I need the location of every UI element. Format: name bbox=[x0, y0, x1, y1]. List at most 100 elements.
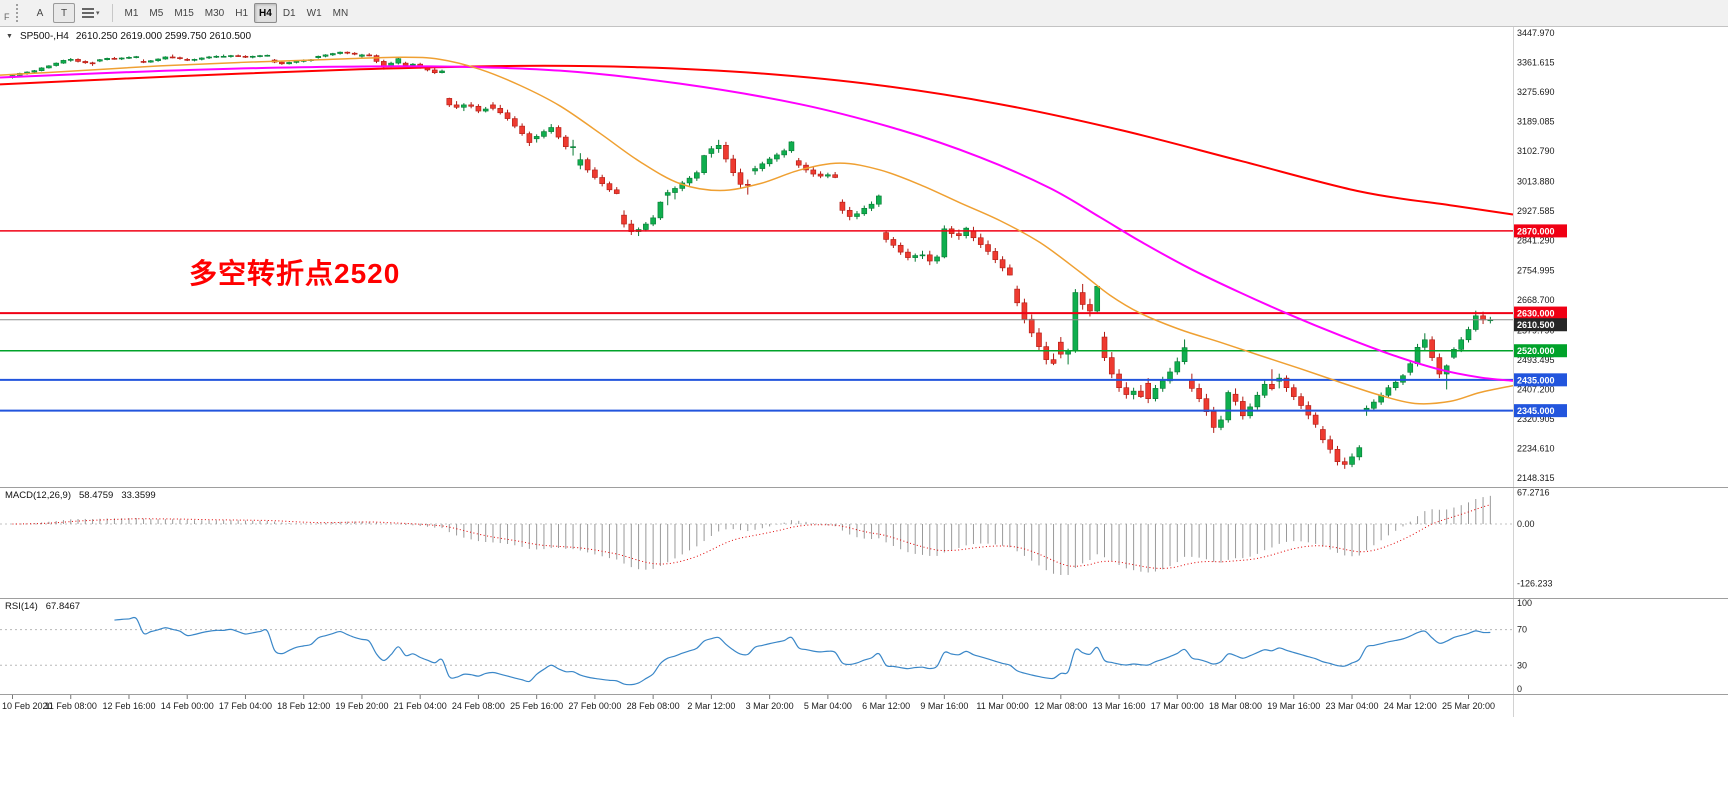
candle-down bbox=[1240, 401, 1246, 417]
time-axis-label: 18 Mar 08:00 bbox=[1209, 701, 1262, 711]
candle-up bbox=[664, 192, 671, 196]
candle-down bbox=[177, 57, 183, 59]
candle-down bbox=[883, 232, 889, 240]
candle-up bbox=[228, 55, 234, 57]
rsi-axis-label: 0 bbox=[1517, 684, 1522, 694]
candle-up bbox=[1407, 363, 1414, 373]
candle-up bbox=[439, 70, 445, 74]
candle-up bbox=[1072, 292, 1079, 352]
rsi-line bbox=[114, 616, 1491, 686]
line-studies-dropdown-button[interactable]: ▾ bbox=[77, 3, 105, 23]
candle-up bbox=[715, 144, 722, 150]
candle-down bbox=[1312, 414, 1319, 425]
candle-up bbox=[60, 60, 67, 64]
timeframe-button-m1[interactable]: M1 bbox=[120, 3, 144, 23]
candle-down bbox=[1087, 304, 1093, 312]
candle-up bbox=[148, 60, 154, 63]
rsi-axis-label: 100 bbox=[1517, 599, 1532, 608]
candle-down bbox=[242, 55, 249, 58]
price-chart[interactable]: 3447.970 3361.615 3275.690 3189.085 3102.790… bbox=[0, 27, 1728, 487]
rsi-axis-label: 70 bbox=[1517, 625, 1527, 635]
candle-down bbox=[468, 104, 474, 107]
candle-down bbox=[1036, 332, 1042, 347]
ma-medium-magenta bbox=[0, 65, 1514, 382]
candle-down bbox=[1232, 393, 1239, 402]
price-badge-label: 2630.000 bbox=[1517, 309, 1555, 319]
candle-down bbox=[1334, 449, 1341, 462]
timeframe-button-w1[interactable]: W1 bbox=[302, 3, 327, 23]
timeframe-button-d1[interactable]: D1 bbox=[278, 3, 301, 23]
candle-down bbox=[1108, 357, 1115, 375]
price-axis-label: 3275.690 bbox=[1517, 87, 1555, 97]
time-axis-label: 25 Feb 16:00 bbox=[510, 701, 563, 711]
timeframe-button-h4[interactable]: H4 bbox=[254, 3, 277, 23]
price-badge bbox=[1514, 318, 1567, 332]
candle-up bbox=[1349, 456, 1355, 465]
panel-separator[interactable] bbox=[0, 598, 1728, 599]
candle-up bbox=[1472, 315, 1479, 330]
candle-up bbox=[359, 54, 365, 57]
arrow-tool-button[interactable]: A bbox=[29, 3, 51, 23]
candle-up bbox=[701, 155, 707, 173]
candle-up bbox=[206, 56, 212, 59]
time-axis-label: 19 Mar 16:00 bbox=[1267, 701, 1320, 711]
candle-down bbox=[402, 62, 409, 66]
price-badge bbox=[1514, 373, 1567, 387]
rsi-label: RSI(14) bbox=[5, 601, 38, 612]
candle-down bbox=[344, 51, 351, 54]
candle-up bbox=[67, 59, 74, 61]
macd-axis-label: 67.2716 bbox=[1517, 488, 1550, 497]
macd-main-value: 58.4759 bbox=[79, 490, 114, 501]
candle-up bbox=[1152, 388, 1159, 399]
candle-down bbox=[169, 56, 176, 59]
chart-annotation-text[interactable]: 多空转折点2520 bbox=[189, 258, 401, 289]
candle-down bbox=[832, 174, 838, 178]
candle-down bbox=[839, 201, 846, 211]
time-axis-label: 11 Mar 00:00 bbox=[976, 701, 1028, 711]
candle-down bbox=[366, 54, 373, 57]
candle-up bbox=[752, 168, 758, 172]
price-badge-label: 2610.500 bbox=[1517, 320, 1555, 330]
timeframe-button-mn[interactable]: MN bbox=[328, 3, 354, 23]
macd-label: MACD(12,26,9) bbox=[5, 490, 71, 501]
ma-fast-orange bbox=[0, 56, 1514, 405]
timeframe-button-m5[interactable]: M5 bbox=[144, 3, 168, 23]
candle-down bbox=[890, 239, 897, 246]
time-axis-label: 6 Mar 12:00 bbox=[862, 701, 910, 711]
candle-down bbox=[504, 112, 511, 119]
price-scale-separator bbox=[1513, 27, 1514, 717]
candle-down bbox=[140, 61, 147, 63]
timeframe-button-m30[interactable]: M30 bbox=[200, 3, 229, 23]
candle-up bbox=[934, 256, 940, 262]
candle-up bbox=[1225, 392, 1232, 421]
timeframe-button-m15[interactable]: M15 bbox=[169, 3, 198, 23]
symbol-collapse-icon[interactable]: ▼ bbox=[6, 33, 13, 40]
rsi-header: RSI(14) 67.8467 bbox=[5, 601, 80, 612]
candle-down bbox=[1123, 387, 1130, 395]
candle-down bbox=[599, 177, 605, 184]
candle-up bbox=[657, 201, 664, 219]
candle-up bbox=[781, 150, 787, 156]
price-axis-label: 2841.290 bbox=[1517, 236, 1555, 246]
candle-down bbox=[82, 61, 89, 64]
time-axis-label: 12 Feb 16:00 bbox=[102, 701, 155, 711]
candle-up bbox=[1422, 339, 1428, 348]
panel-separator[interactable] bbox=[0, 487, 1728, 488]
text-tool-button[interactable]: T bbox=[53, 3, 75, 23]
timeframe-button-h1[interactable]: H1 bbox=[230, 3, 253, 23]
candle-down bbox=[1320, 429, 1326, 441]
candle-up bbox=[1181, 347, 1188, 362]
time-axis-label: 27 Feb 00:00 bbox=[568, 701, 621, 711]
candle-down bbox=[592, 169, 598, 178]
toolbar-grip-handle[interactable] bbox=[16, 4, 23, 22]
candle-up bbox=[1451, 349, 1457, 358]
price-badge-label: 2870.000 bbox=[1517, 226, 1555, 236]
top-toolbar: F A T ▾ M1 M5 M15 M30 H1 H4 D1 W1 MN bbox=[0, 0, 1728, 27]
candle-up bbox=[1159, 380, 1166, 389]
candle-up bbox=[322, 54, 329, 57]
candle-up bbox=[1385, 387, 1392, 396]
candle-up bbox=[1174, 361, 1181, 373]
time-axis-label: 9 Mar 16:00 bbox=[920, 701, 968, 711]
time-axis-label: 19 Feb 20:00 bbox=[335, 701, 388, 711]
